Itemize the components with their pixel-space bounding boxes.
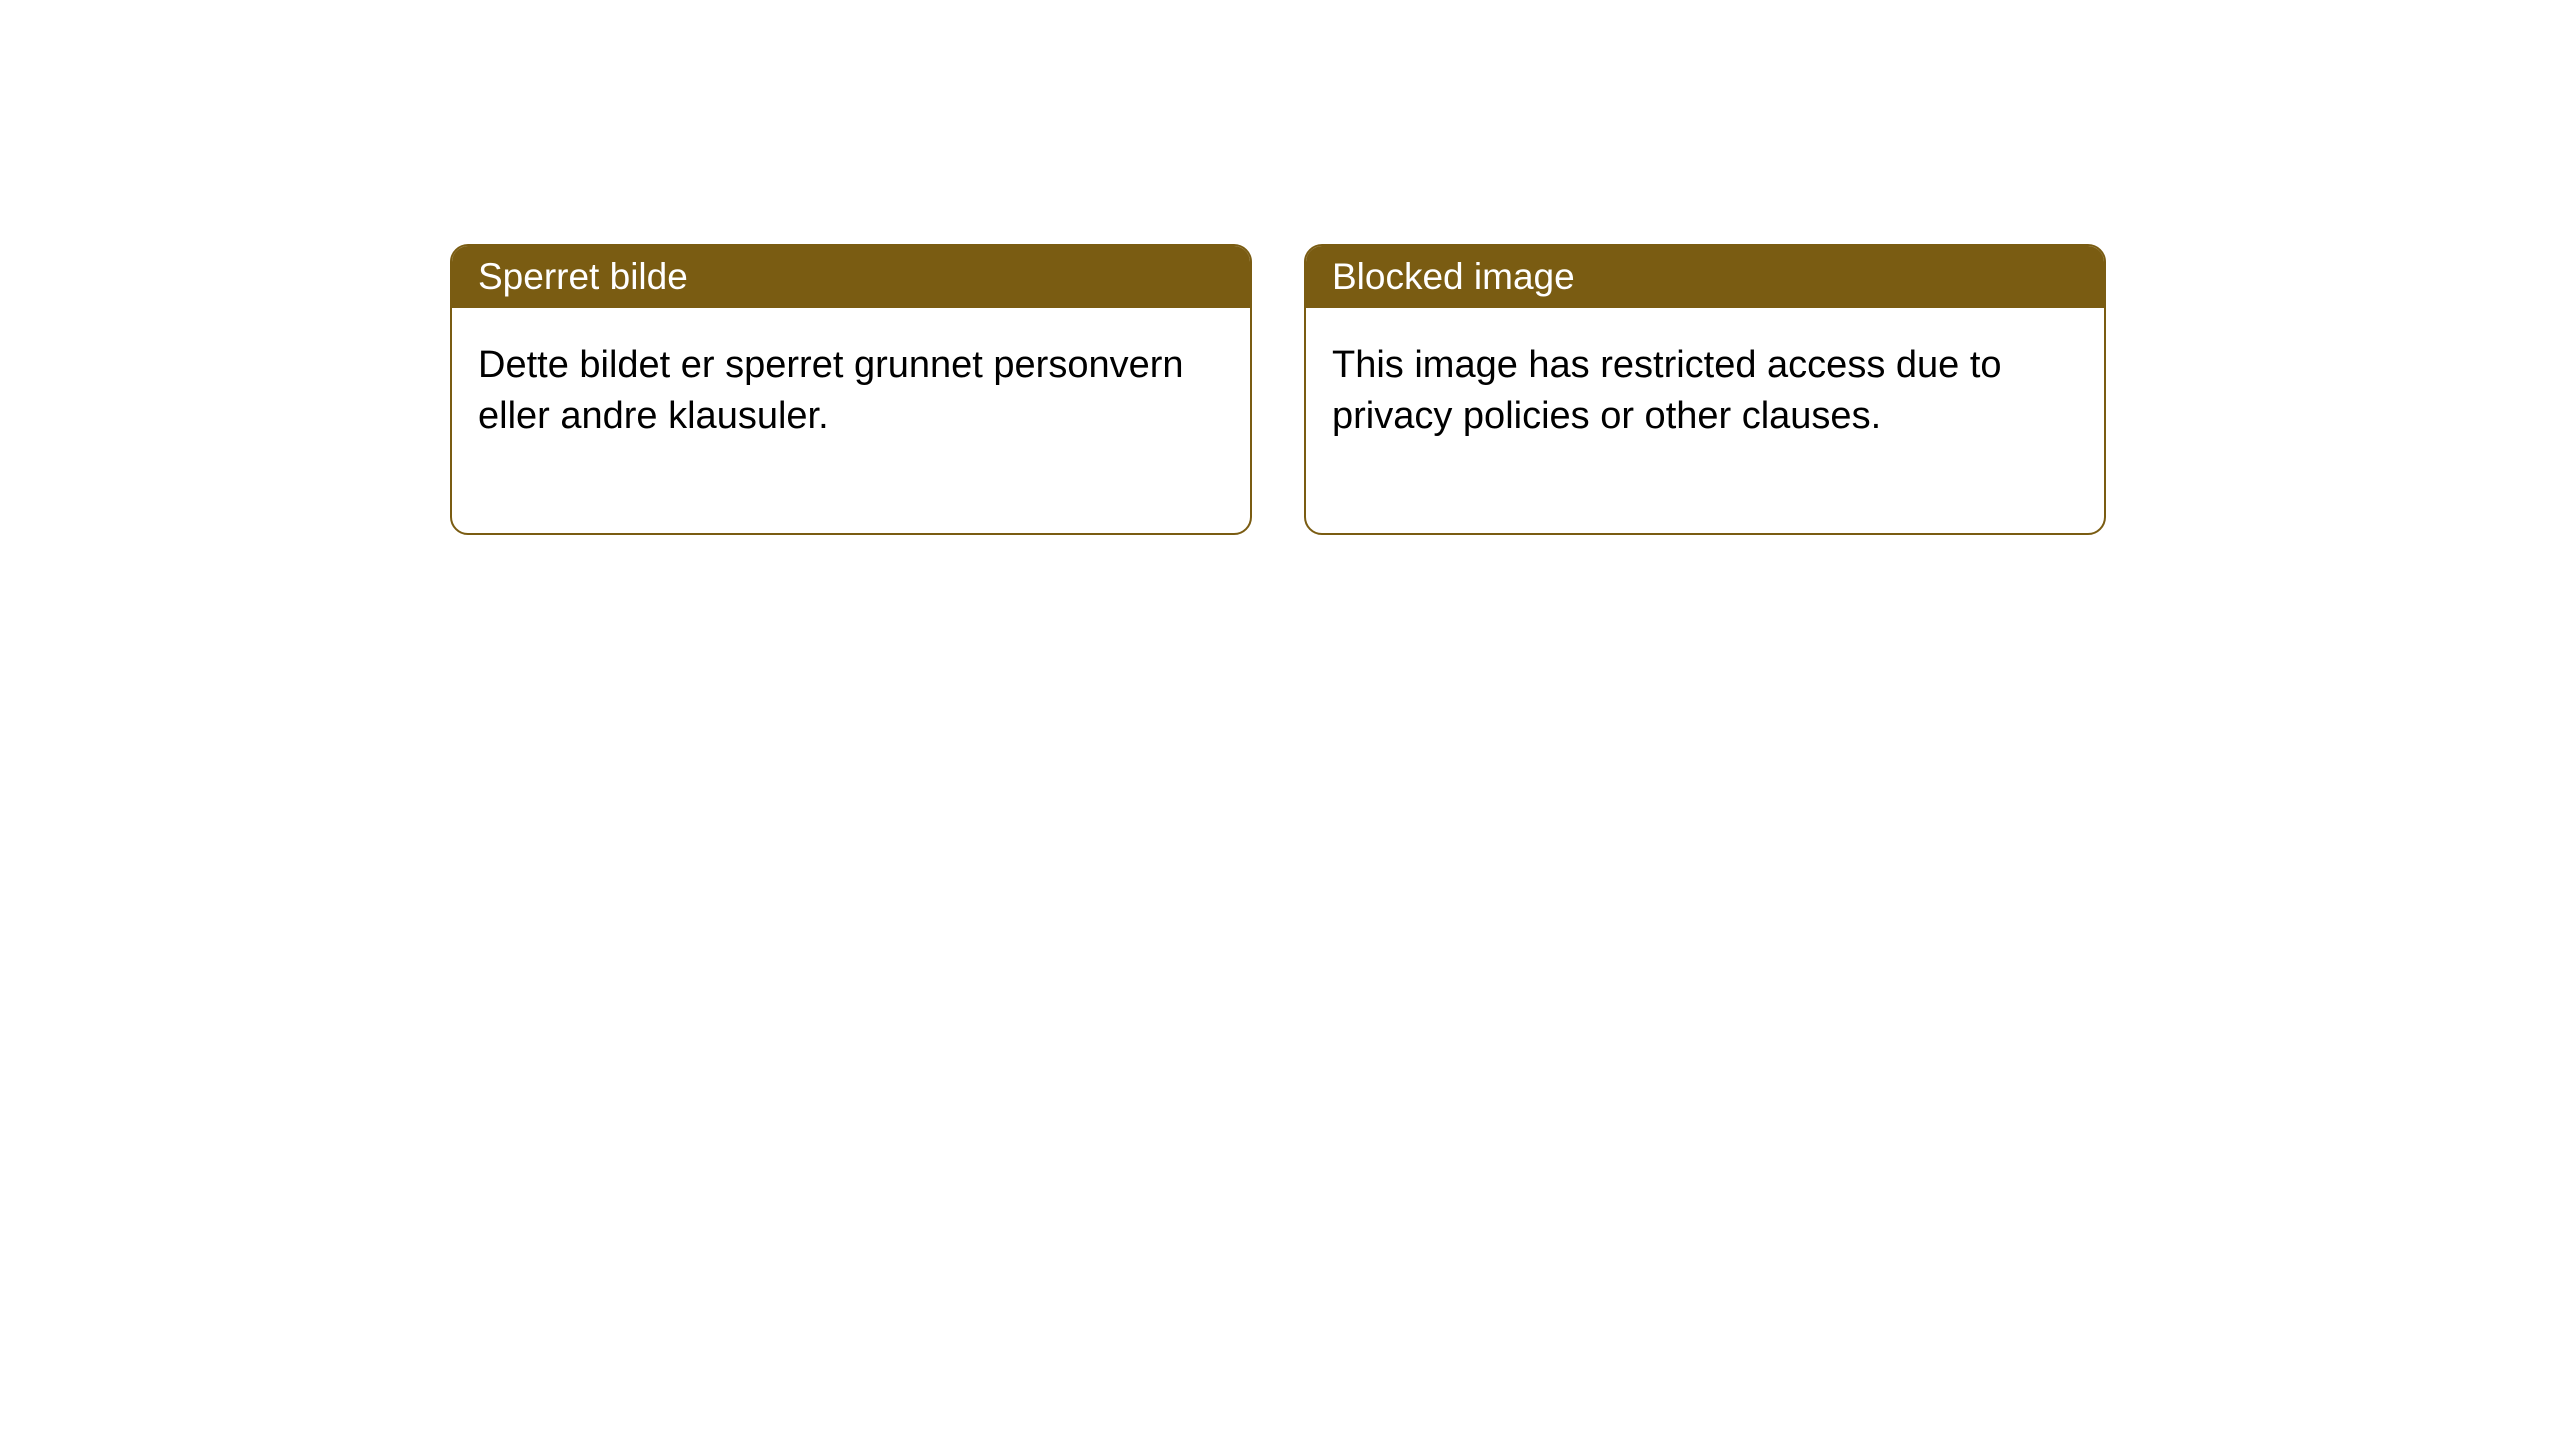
- notice-card-norwegian: Sperret bilde Dette bildet er sperret gr…: [450, 244, 1252, 535]
- notice-card-body: This image has restricted access due to …: [1306, 308, 2104, 533]
- notice-card-english: Blocked image This image has restricted …: [1304, 244, 2106, 535]
- notice-card-header: Blocked image: [1306, 246, 2104, 308]
- notice-card-title: Blocked image: [1332, 256, 1575, 297]
- notice-card-text: Dette bildet er sperret grunnet personve…: [478, 344, 1184, 437]
- notice-card-header: Sperret bilde: [452, 246, 1250, 308]
- notice-card-body: Dette bildet er sperret grunnet personve…: [452, 308, 1250, 533]
- notice-container: Sperret bilde Dette bildet er sperret gr…: [0, 0, 2560, 535]
- notice-card-text: This image has restricted access due to …: [1332, 344, 2002, 437]
- notice-card-title: Sperret bilde: [478, 256, 688, 297]
